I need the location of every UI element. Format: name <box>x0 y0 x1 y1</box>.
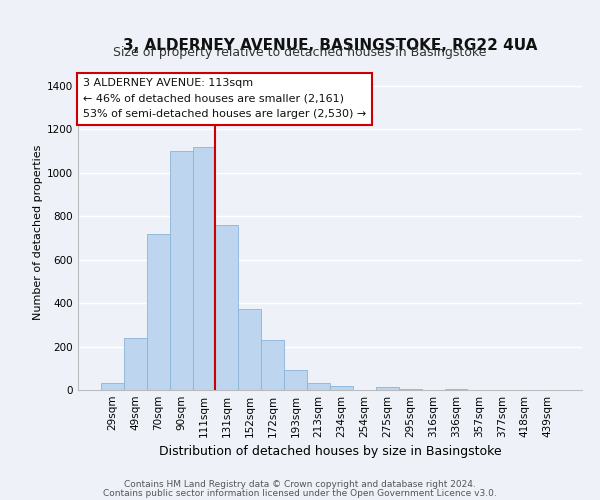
Bar <box>376 386 399 390</box>
Y-axis label: Number of detached properties: Number of detached properties <box>33 145 43 320</box>
Bar <box>330 386 353 390</box>
Bar <box>238 308 261 390</box>
Bar <box>193 146 215 390</box>
Text: Contains HM Land Registry data © Crown copyright and database right 2024.: Contains HM Land Registry data © Crown c… <box>124 480 476 489</box>
Text: Size of property relative to detached houses in Basingstoke: Size of property relative to detached ho… <box>113 46 487 59</box>
Bar <box>399 389 422 390</box>
Text: Contains public sector information licensed under the Open Government Licence v3: Contains public sector information licen… <box>103 489 497 498</box>
Bar <box>307 384 330 390</box>
Bar <box>215 225 238 390</box>
Bar <box>147 234 170 390</box>
X-axis label: Distribution of detached houses by size in Basingstoke: Distribution of detached houses by size … <box>158 446 502 458</box>
Bar <box>101 384 124 390</box>
Bar <box>261 340 284 390</box>
Bar <box>124 338 147 390</box>
Bar <box>445 389 467 390</box>
Bar <box>284 370 307 390</box>
Bar <box>170 151 193 390</box>
Title: 3, ALDERNEY AVENUE, BASINGSTOKE, RG22 4UA: 3, ALDERNEY AVENUE, BASINGSTOKE, RG22 4U… <box>123 38 537 53</box>
Text: 3 ALDERNEY AVENUE: 113sqm
← 46% of detached houses are smaller (2,161)
53% of se: 3 ALDERNEY AVENUE: 113sqm ← 46% of detac… <box>83 78 366 120</box>
